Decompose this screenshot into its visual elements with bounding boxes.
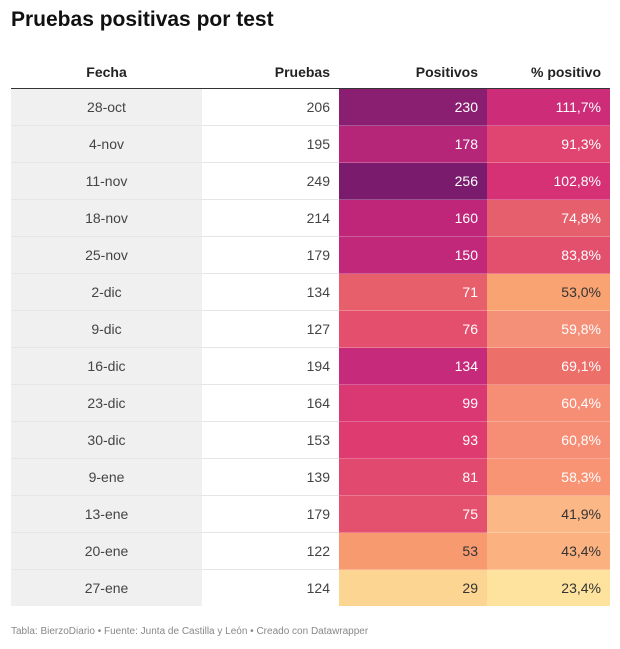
table-row: 16-dic 194 134 69,1% [11,347,610,385]
table-row: 23-dic 164 99 60,4% [11,384,610,422]
header-row: Fecha Pruebas Positivos % positivo [11,56,610,89]
date-cell: 27-ene [11,569,202,606]
table-row: 11-nov 249 256 102,8% [11,162,610,200]
table-row: 9-ene 139 81 58,3% [11,458,610,496]
date-cell: 9-dic [11,310,202,348]
positivos-cell: 134 [339,347,487,385]
date-cell: 20-ene [11,532,202,570]
table-row: 2-dic 134 71 53,0% [11,273,610,311]
date-cell: 16-dic [11,347,202,385]
date-cell: 25-nov [11,236,202,274]
porcentaje-cell: 60,8% [487,421,610,459]
column-header-pruebas[interactable]: Pruebas [202,56,339,89]
data-table: Fecha Pruebas Positivos % positivo 28-oc… [11,56,610,606]
table-row: 30-dic 153 93 60,8% [11,421,610,459]
porcentaje-cell: 74,8% [487,199,610,237]
porcentaje-cell: 23,4% [487,569,610,606]
porcentaje-cell: 59,8% [487,310,610,348]
table-row: 27-ene 124 29 23,4% [11,569,610,606]
date-cell: 13-ene [11,495,202,533]
porcentaje-cell: 60,4% [487,384,610,422]
positivos-cell: 75 [339,495,487,533]
table-row: 9-dic 127 76 59,8% [11,310,610,348]
pruebas-cell: 124 [306,580,330,596]
date-cell: 28-oct [11,88,202,126]
porcentaje-cell: 111,7% [487,88,610,126]
pruebas-cell: 249 [202,162,339,200]
source-note: Tabla: BierzoDiario • Fuente: Junta de C… [11,626,369,637]
porcentaje-cell: 83,8% [487,236,610,274]
pruebas-cell: 206 [202,88,339,126]
positivos-cell: 99 [339,384,487,422]
date-cell: 23-dic [11,384,202,422]
positivos-cell: 93 [339,421,487,459]
column-header-fecha[interactable]: Fecha [11,56,202,89]
pruebas-cell: 179 [202,236,339,274]
pruebas-cell: 127 [202,310,339,348]
pruebas-cell: 139 [202,458,339,496]
column-header-positivos[interactable]: Positivos [339,56,487,89]
column-header-porcentaje[interactable]: % positivo [487,56,610,89]
positivos-cell: 71 [339,273,487,311]
positivos-cell: 53 [339,532,487,570]
pruebas-cell: 179 [202,495,339,533]
pruebas-cell: 194 [202,347,339,385]
date-cell: 30-dic [11,421,202,459]
date-cell: 2-dic [11,273,202,311]
table-row: 13-ene 179 75 41,9% [11,495,610,533]
positivos-cell: 178 [339,125,487,163]
table-row: 25-nov 179 150 83,8% [11,236,610,274]
table-row: 20-ene 122 53 43,4% [11,532,610,570]
pruebas-cell: 164 [202,384,339,422]
table-row: 28-oct 206 230 111,7% [11,88,610,126]
table-row: 4-nov 195 178 91,3% [11,125,610,163]
porcentaje-cell: 91,3% [487,125,610,163]
positivos-cell: 150 [339,236,487,274]
positivos-cell: 256 [339,162,487,200]
positivos-cell: 230 [339,88,487,126]
pruebas-cell: 153 [202,421,339,459]
porcentaje-cell: 58,3% [487,458,610,496]
porcentaje-cell: 69,1% [487,347,610,385]
table-row: 18-nov 214 160 74,8% [11,199,610,237]
date-cell: 9-ene [11,458,202,496]
positivos-cell: 81 [339,458,487,496]
pruebas-cell: 214 [202,199,339,237]
positivos-cell: 29 [339,569,487,606]
porcentaje-cell: 41,9% [487,495,610,533]
pruebas-cell: 134 [202,273,339,311]
porcentaje-cell: 43,4% [487,532,610,570]
pruebas-cell: 122 [202,532,339,570]
porcentaje-cell: 102,8% [487,162,610,200]
date-cell: 11-nov [11,162,202,200]
positivos-cell: 76 [339,310,487,348]
chart-title: Pruebas positivas por test [11,8,274,31]
positivos-cell: 160 [339,199,487,237]
date-cell: 18-nov [11,199,202,237]
porcentaje-cell: 53,0% [487,273,610,311]
date-cell: 4-nov [11,125,202,163]
pruebas-cell: 195 [202,125,339,163]
